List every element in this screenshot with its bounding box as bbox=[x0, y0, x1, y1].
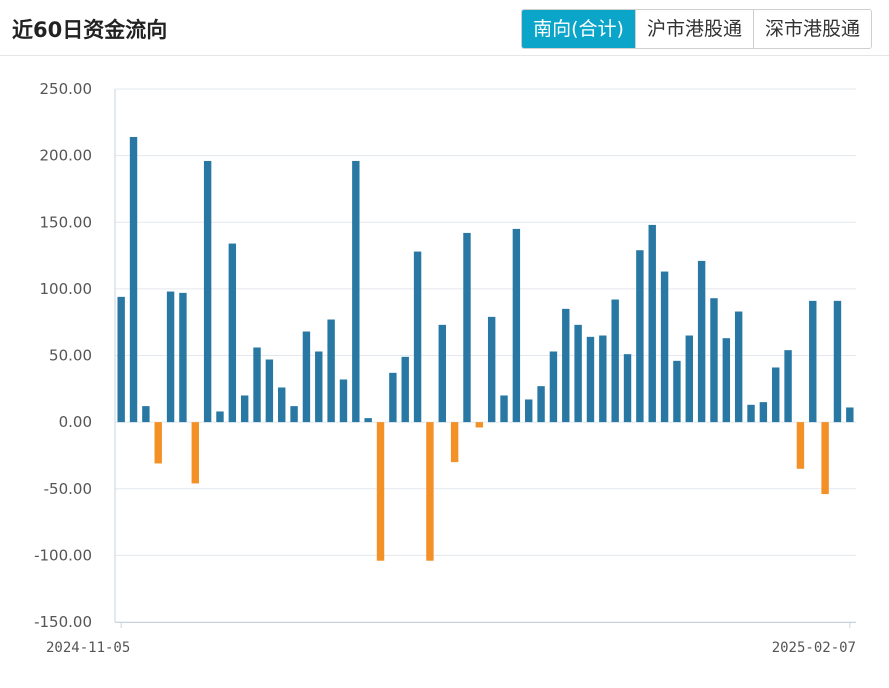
y-tick-label: -150.00 bbox=[34, 613, 92, 631]
bar bbox=[759, 402, 768, 423]
bar bbox=[413, 251, 422, 423]
bar bbox=[401, 356, 409, 423]
bar bbox=[376, 422, 385, 561]
fund-flow-chart: 250.00 200.00 150.00 100.00 50.00 0.00 -50.00 -… bbox=[34, 80, 856, 656]
y-tick-label: 150.00 bbox=[40, 213, 93, 231]
bar bbox=[352, 160, 360, 423]
bar bbox=[327, 319, 335, 423]
bar bbox=[315, 351, 323, 423]
bar bbox=[450, 422, 459, 463]
bar bbox=[475, 422, 484, 428]
y-tick-label: 250.00 bbox=[40, 80, 93, 98]
bar bbox=[833, 300, 842, 423]
bar bbox=[438, 324, 446, 423]
bar bbox=[537, 386, 545, 423]
bar bbox=[240, 395, 249, 423]
bar bbox=[623, 354, 632, 423]
y-tick-label: -50.00 bbox=[44, 480, 92, 498]
page-title: 近60日资金流向 bbox=[12, 18, 168, 42]
bar bbox=[784, 350, 792, 423]
bar bbox=[586, 336, 595, 423]
bar bbox=[734, 311, 743, 423]
bar bbox=[142, 406, 150, 423]
bar bbox=[179, 292, 187, 423]
bar bbox=[599, 335, 607, 423]
bar bbox=[512, 228, 521, 423]
bar bbox=[722, 338, 731, 423]
bar bbox=[821, 422, 829, 495]
header: 近60日资金流向 南向(合计) 沪市港股通 深市港股通 bbox=[0, 0, 889, 56]
bar bbox=[426, 422, 434, 561]
bar bbox=[673, 360, 681, 423]
bar bbox=[549, 351, 558, 423]
bar bbox=[660, 271, 669, 423]
bar bbox=[278, 387, 286, 423]
bar bbox=[216, 411, 224, 423]
bar bbox=[364, 418, 372, 423]
y-tick-label: -100.00 bbox=[34, 546, 92, 564]
bar bbox=[228, 243, 237, 423]
bar bbox=[389, 372, 397, 423]
bar bbox=[463, 232, 471, 423]
bar bbox=[809, 300, 817, 423]
bar bbox=[487, 316, 496, 423]
bar bbox=[339, 379, 348, 423]
bar bbox=[166, 291, 175, 423]
bar bbox=[747, 404, 755, 423]
bar bbox=[796, 422, 805, 469]
x-tick-label: 2025-02-07 bbox=[772, 640, 856, 656]
tab-group: 南向(合计) 沪市港股通 深市港股通 bbox=[521, 9, 872, 49]
y-tick-label: 200.00 bbox=[40, 147, 93, 165]
bar bbox=[562, 308, 570, 423]
y-tick-label: 0.00 bbox=[59, 413, 92, 431]
bar bbox=[611, 299, 619, 423]
bar bbox=[685, 335, 693, 423]
bar bbox=[772, 367, 780, 423]
bar bbox=[846, 407, 854, 423]
tab-southbound-total[interactable]: 南向(合计) bbox=[522, 10, 635, 48]
bar bbox=[265, 359, 274, 423]
y-tick-label: 50.00 bbox=[49, 347, 92, 365]
bar bbox=[253, 347, 261, 423]
bar bbox=[117, 296, 125, 423]
y-tick-label: 100.00 bbox=[40, 280, 93, 298]
bar bbox=[697, 260, 706, 423]
bar bbox=[648, 224, 656, 423]
bar bbox=[154, 422, 162, 464]
bar bbox=[203, 160, 212, 423]
bar bbox=[525, 399, 533, 423]
bar bbox=[290, 406, 298, 423]
tab-shenzhen-connect[interactable]: 深市港股通 bbox=[752, 10, 871, 48]
bar bbox=[129, 136, 138, 423]
bar bbox=[710, 298, 718, 423]
bar bbox=[500, 395, 508, 423]
x-tick-label: 2024-11-05 bbox=[46, 640, 130, 656]
bar bbox=[574, 324, 582, 423]
tab-shanghai-connect[interactable]: 沪市港股通 bbox=[634, 10, 753, 48]
bar bbox=[191, 422, 199, 484]
bar bbox=[302, 331, 311, 423]
bar bbox=[636, 250, 644, 423]
